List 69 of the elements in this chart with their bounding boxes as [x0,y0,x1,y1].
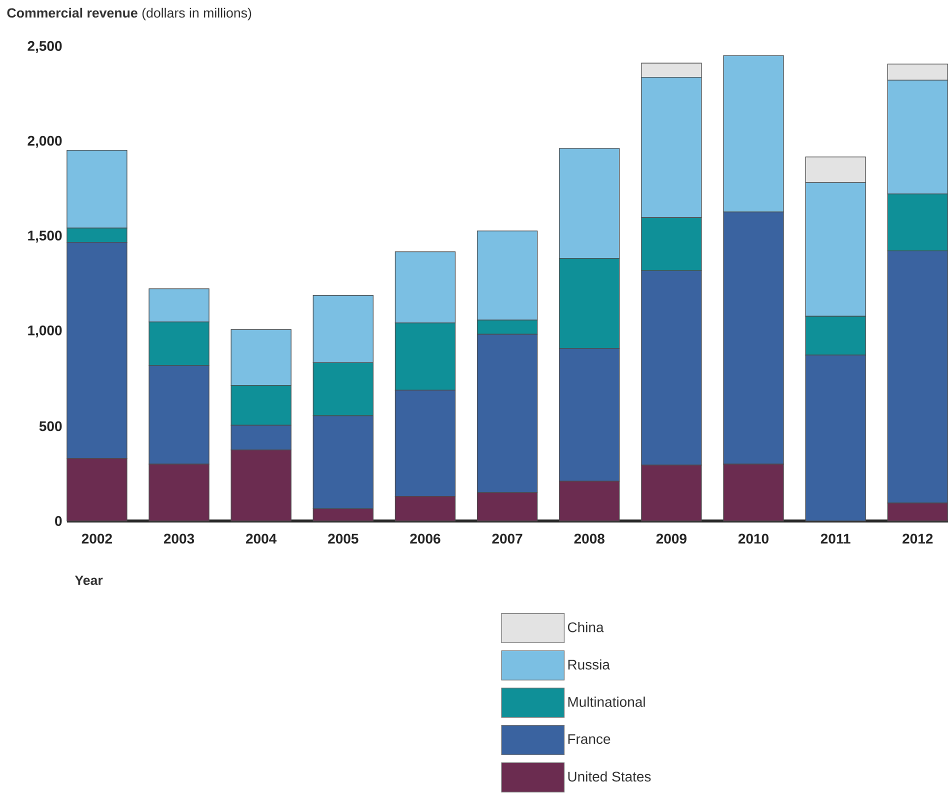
bar [641,464,702,522]
bar [148,288,210,322]
legend-label: United States [568,771,651,782]
x-tick-label: 2007 [492,534,522,544]
bar [66,242,128,459]
bar [723,464,784,522]
bar [394,390,456,497]
bar [641,77,702,218]
bar [476,320,538,335]
bar [476,334,538,493]
x-tick-label: 2008 [574,534,604,544]
bar [312,362,374,416]
bar [559,348,620,482]
legend-label: France [568,734,610,744]
bar [805,354,866,522]
legend-label: Multinational [568,696,645,707]
x-tick-label: 2010 [738,534,769,544]
bar [148,365,210,464]
bar [66,228,128,243]
bar [805,156,866,183]
bar [559,480,620,522]
x-tick-label: 2011 [820,534,850,544]
bar [148,464,210,522]
x-tick-label: 2002 [82,534,112,544]
bar [641,217,702,272]
bar [723,55,784,212]
bar [230,450,292,522]
y-tick-label: 2,000 [28,136,62,148]
legend-label: Russia [568,659,610,670]
x-tick-label: 2012 [902,534,933,544]
bar [312,295,374,364]
y-tick-label: 500 [39,421,62,432]
x-tick-label: 2005 [328,534,358,544]
y-tick-label: 0 [55,516,62,526]
bar [230,424,292,450]
bar [723,212,784,464]
bar [559,148,620,259]
x-tick-label: 2004 [246,534,277,544]
y-tick-label: 1,000 [28,325,62,338]
bar [641,270,702,466]
bar [394,322,456,391]
y-tick-label: 1,500 [28,230,62,243]
legend-label: China [568,622,604,632]
bar [805,182,866,317]
x-tick-label: 2006 [410,534,440,544]
bar [887,502,948,522]
bar [559,258,620,349]
bar [394,251,456,324]
bar [805,316,866,356]
bar [476,230,538,320]
bar [148,322,210,366]
bar [887,80,948,194]
bar [230,385,292,426]
x-tick-label: 2003 [164,534,194,544]
bar [887,250,948,504]
y-tick-label: 2,500 [28,41,62,53]
bar [66,150,128,228]
y-axis-title: Commercial revenue (dollars in millions) [7,8,252,20]
bar [312,415,374,510]
bar [394,496,456,522]
bar [66,458,128,522]
x-axis-title: Year [74,576,103,586]
bar [230,329,292,386]
x-tick-label: 2009 [656,534,686,544]
bar [313,508,374,521]
bar [476,492,538,522]
bar [887,194,948,252]
bar [887,64,948,81]
bar [641,62,702,78]
